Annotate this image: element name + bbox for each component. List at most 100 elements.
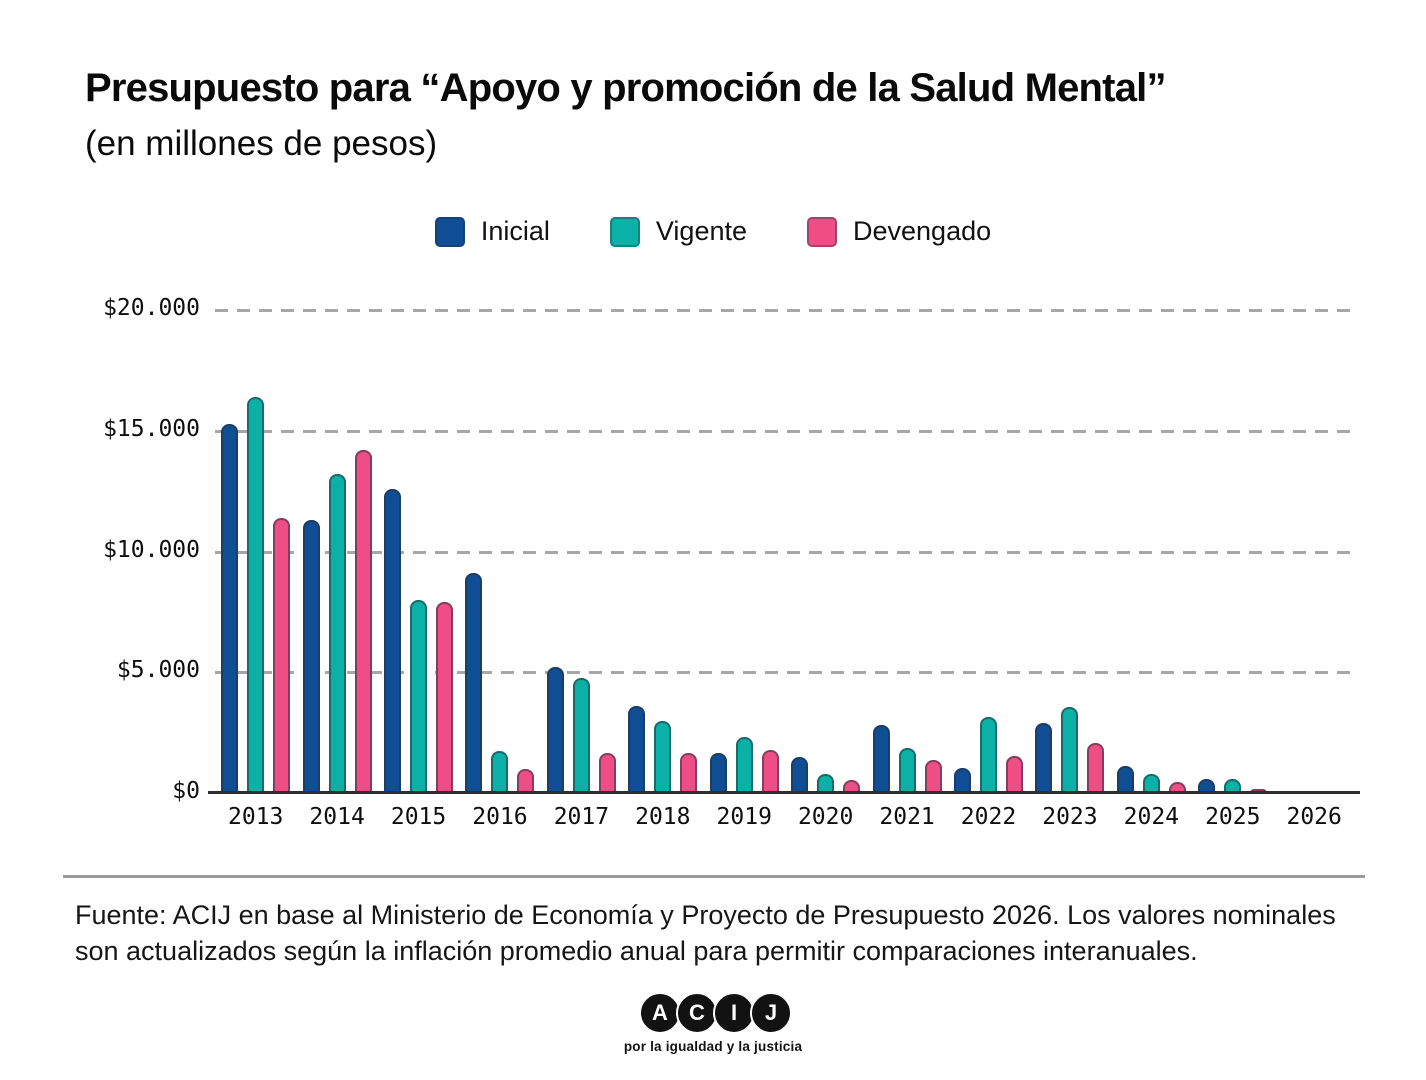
- x-tick-label-2013: 2013: [228, 804, 284, 830]
- bar-group-2021: [871, 310, 943, 793]
- bar-vigente-2021: [898, 748, 916, 793]
- source-note: Fuente: ACIJ en base al Ministerio de Ec…: [75, 900, 1336, 966]
- page-title: Presupuesto para “Apoyo y promoción de l…: [85, 66, 1166, 110]
- bar-inicial-2014: [302, 520, 320, 793]
- legend-label: Inicial: [480, 216, 550, 246]
- bar-group-2026: [1278, 310, 1350, 793]
- bar-group-2023: [1034, 310, 1106, 793]
- bar-vigente-2025: [1224, 779, 1242, 793]
- legend-swatch-vigente: [609, 216, 640, 247]
- bar-group-2024: [1115, 310, 1187, 793]
- logo-tagline: por la igualdad y la justicia: [623, 1039, 803, 1054]
- x-tick-label-2026: 2026: [1286, 804, 1342, 830]
- bar-group-2025: [1197, 310, 1269, 793]
- bar-devengado-2014: [354, 450, 372, 793]
- legend-item-devengado: Devengado: [807, 216, 991, 247]
- bar-vigente-2014: [328, 474, 346, 793]
- bar-vigente-2020: [817, 774, 835, 793]
- bar-devengado-2019: [761, 750, 779, 793]
- bar-inicial-2023: [1035, 723, 1053, 793]
- bar-group-2016: [464, 310, 536, 793]
- bar-inicial-2019: [709, 753, 727, 793]
- bar-vigente-2023: [1061, 707, 1079, 793]
- bar-inicial-2024: [1116, 766, 1134, 793]
- bar-group-2015: [383, 310, 455, 793]
- y-tick-label: $20.000: [103, 295, 200, 321]
- x-tick-label-2016: 2016: [472, 804, 528, 830]
- legend-swatch-devengado: [807, 216, 837, 247]
- bar-group-2017: [545, 310, 617, 793]
- bar-devengado-2017: [598, 753, 616, 793]
- x-tick-label-2024: 2024: [1123, 804, 1180, 830]
- bar-group-2014: [301, 310, 373, 793]
- bar-inicial-2020: [791, 757, 809, 793]
- y-tick-label: $10.000: [103, 536, 200, 563]
- bar-vigente-2018: [654, 721, 672, 793]
- y-tick-label: $0: [172, 778, 200, 804]
- page-subtitle: (en millones de pesos): [85, 124, 438, 163]
- bar-inicial-2021: [872, 725, 890, 793]
- gridline-5000: [215, 671, 1355, 675]
- x-tick-label-2021: 2021: [879, 804, 935, 830]
- x-tick-label-2023: 2023: [1042, 804, 1098, 830]
- bar-group-2020: [790, 310, 862, 793]
- bar-devengado-2016: [517, 769, 535, 793]
- plot-area: [215, 309, 1355, 793]
- bar-groups: [215, 310, 1355, 793]
- gridline-10000: [215, 550, 1355, 554]
- logo-circle-c: C: [676, 992, 718, 1034]
- bar-vigente-2017: [572, 678, 590, 793]
- bar-devengado-2013: [273, 518, 291, 793]
- bar-inicial-2025: [1198, 779, 1216, 793]
- bar-inicial-2013: [221, 424, 239, 793]
- bar-devengado-2022: [1006, 756, 1023, 793]
- legend-item-inicial: Inicial: [434, 216, 550, 247]
- bar-group-2013: [220, 310, 292, 793]
- x-tick-label-2022: 2022: [960, 804, 1017, 830]
- x-tick-label-2019: 2019: [716, 804, 772, 830]
- bar-devengado-2020: [843, 780, 861, 793]
- bar-vigente-2013: [247, 397, 265, 793]
- logo-circle-j: J: [750, 992, 792, 1034]
- bar-group-2019: [708, 310, 780, 793]
- bar-inicial-2015: [384, 489, 402, 793]
- x-tick-label-2014: 2014: [309, 804, 365, 830]
- bar-group-2022: [953, 310, 1025, 793]
- bar-inicial-2016: [465, 573, 483, 793]
- legend-label: Vigente: [655, 216, 747, 246]
- chart-legend: Inicial Vigente Devengado: [0, 216, 1426, 247]
- bar-vigente-2022: [980, 717, 997, 793]
- bar-devengado-2021: [924, 760, 942, 793]
- bar-vigente-2019: [735, 737, 753, 793]
- bar-vigente-2015: [410, 600, 428, 793]
- bar-devengado-2023: [1087, 743, 1105, 793]
- bar-devengado-2018: [680, 753, 698, 793]
- y-tick-label: $5.000: [116, 657, 200, 684]
- bar-vigente-2024: [1142, 774, 1160, 793]
- x-axis-line: [208, 791, 1360, 794]
- bar-inicial-2018: [628, 706, 646, 793]
- x-tick-label-2018: 2018: [635, 804, 691, 830]
- bar-vigente-2016: [491, 751, 509, 793]
- y-tick-label: $15.000: [103, 415, 200, 442]
- legend-label: Devengado: [853, 216, 992, 246]
- bar-group-2018: [627, 310, 699, 793]
- x-tick-label-2025: 2025: [1205, 804, 1261, 830]
- bar-inicial-2022: [954, 768, 971, 793]
- x-tick-label-2020: 2020: [797, 804, 854, 830]
- divider-line: [63, 875, 1365, 878]
- bar-devengado-2024: [1168, 782, 1186, 793]
- legend-swatch-inicial: [434, 216, 465, 247]
- logo-circle-i: I: [713, 992, 755, 1034]
- x-tick-label-2015: 2015: [390, 804, 447, 830]
- bar-inicial-2017: [546, 667, 564, 793]
- bar-devengado-2015: [436, 602, 454, 793]
- x-tick-label-2017: 2017: [553, 804, 610, 830]
- gridline-15000: [215, 429, 1355, 433]
- gridline-20000: [215, 309, 1355, 312]
- logo-circle-a: A: [639, 992, 681, 1034]
- legend-item-vigente: Vigente: [609, 216, 747, 247]
